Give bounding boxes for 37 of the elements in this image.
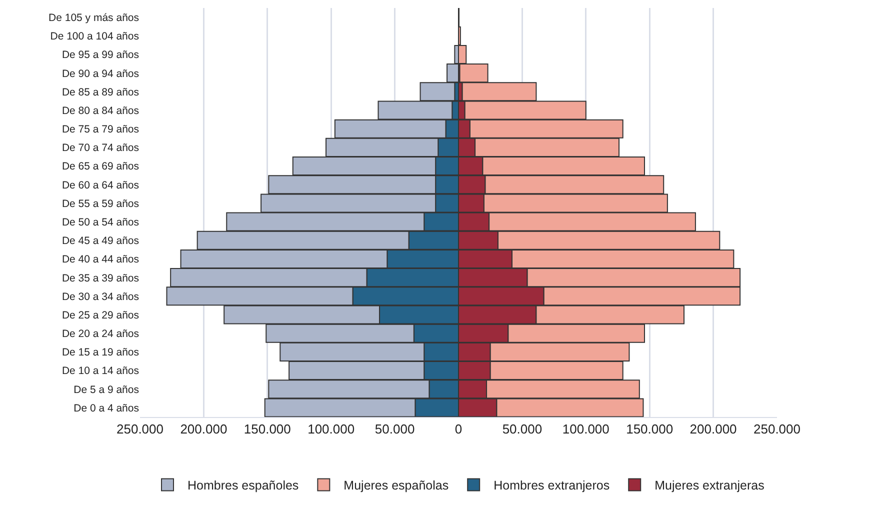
x-tick-label: 200.000 [180, 422, 228, 437]
x-tick-label: 100.000 [562, 422, 610, 437]
y-tick-label: De 40 a 44 años [62, 254, 139, 266]
x-tick-label: 250.000 [116, 422, 164, 437]
y-tick-label: De 15 a 19 años [62, 346, 139, 359]
y-tick-label: De 20 a 24 años [62, 328, 139, 340]
x-tick-label: 50.000 [374, 422, 415, 437]
y-tick-label: De 65 a 69 años [62, 160, 139, 173]
y-tick-label: De 30 a 34 años [62, 290, 139, 303]
y-tick-label: De 70 a 74 años [62, 142, 139, 154]
y-tick-label: De 35 a 39 años [62, 272, 139, 284]
y-tick-label: De 5 a 9 años [74, 384, 139, 396]
y-tick-label: De 60 a 64 años [62, 179, 139, 192]
y-tick-label: De 0 a 4 años [74, 402, 139, 414]
legend-label: Mujeres españolas [344, 478, 449, 493]
y-tick-label: De 75 a 79 años [62, 124, 139, 136]
x-tick-label: 100.000 [308, 422, 355, 437]
legend-label: Hombres extranjeros [494, 478, 610, 493]
x-tick-label: 150.000 [626, 422, 674, 437]
y-tick-label: De 105 y más años [48, 12, 139, 24]
x-tick-label: 150.000 [244, 422, 291, 437]
y-tick-label: De 10 a 14 años [62, 365, 139, 378]
y-tick-label: De 55 a 59 años [62, 198, 139, 210]
y-tick-label: De 50 a 54 años [62, 216, 139, 228]
x-tick-label: 0 [454, 422, 462, 437]
y-tick-label: De 80 a 84 años [62, 104, 139, 117]
legend-label: Mujeres extranjeras [654, 478, 764, 493]
y-tick-label: De 95 a 99 años [62, 49, 139, 62]
x-tick-label: 50.000 [502, 422, 542, 437]
x-tick-label: 200.000 [690, 422, 737, 437]
y-tick-label: De 90 a 94 años [62, 68, 139, 80]
y-tick-label: De 45 a 49 años [62, 235, 139, 248]
y-tick-label: De 85 a 89 años [62, 86, 139, 98]
y-tick-label: De 100 a 104 años [50, 30, 139, 43]
x-tick-label: 250.000 [754, 422, 800, 437]
legend-label: Hombres españoles [188, 478, 299, 493]
y-tick-label: De 25 a 29 años [62, 309, 139, 322]
